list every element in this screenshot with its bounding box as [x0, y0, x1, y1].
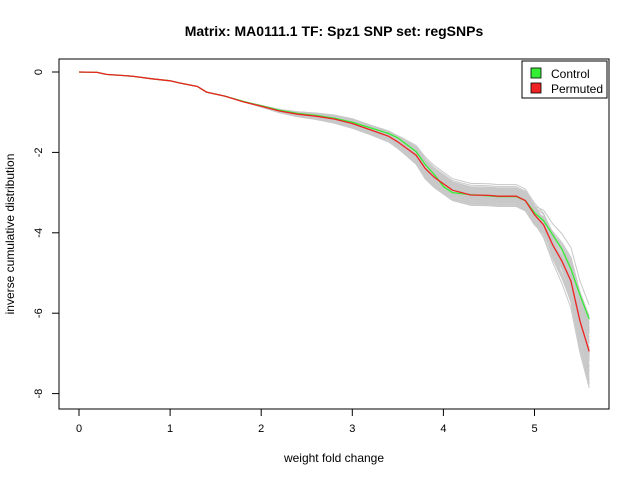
legend-swatch-control [530, 67, 542, 79]
y-tick-label: -2 [33, 148, 45, 158]
series-lines [78, 71, 590, 352]
legend-label-control: Control [551, 67, 590, 81]
x-tick-label: 5 [531, 423, 537, 435]
y-tick-label: -8 [33, 389, 45, 399]
legend-label-permuted: Permuted [551, 82, 603, 96]
x-tick-label: 1 [167, 423, 173, 435]
x-axis-label: weight fold change [283, 451, 384, 465]
y-axis-label: inverse cumulative distribution [3, 154, 17, 315]
y-tick-label: 0 [33, 69, 45, 75]
y-tick-label: -6 [33, 308, 45, 318]
x-tick-label: 0 [76, 423, 82, 435]
legend: Control Permuted [521, 60, 608, 99]
y-axis: 0 -2 -4 -6 -8 [33, 69, 60, 399]
y-tick-label: -4 [33, 228, 45, 238]
series-line-permuted [78, 71, 590, 352]
chart-title: Matrix: MA0111.1 TF: Spz1 SNP set: regSN… [185, 23, 484, 39]
x-tick-label: 3 [349, 423, 355, 435]
x-axis: 0 1 2 3 4 5 [76, 408, 538, 435]
x-tick-label: 2 [258, 423, 264, 435]
legend-swatch-permuted [530, 82, 542, 94]
x-tick-label: 4 [440, 423, 446, 435]
